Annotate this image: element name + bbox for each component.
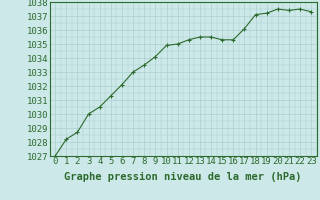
X-axis label: Graphe pression niveau de la mer (hPa): Graphe pression niveau de la mer (hPa) (64, 172, 302, 182)
